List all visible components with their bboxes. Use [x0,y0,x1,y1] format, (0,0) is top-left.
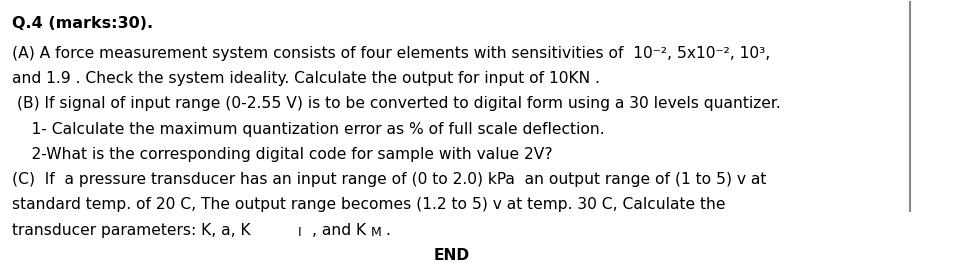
Text: M: M [372,226,382,239]
Text: .: . [385,223,390,238]
Text: (C)  If  a pressure transducer has an input range of (0 to 2.0) kPa  an output r: (C) If a pressure transducer has an inpu… [12,172,766,187]
Text: and 1.9 . Check the system ideality. Calculate the output for input of 10KN .: and 1.9 . Check the system ideality. Cal… [12,71,601,86]
Text: (B) If signal of input range (0-2.55 V) is to be converted to digital form using: (B) If signal of input range (0-2.55 V) … [12,96,781,111]
Text: 2-What is the corresponding digital code for sample with value 2V?: 2-What is the corresponding digital code… [12,147,553,162]
Text: END: END [434,248,470,263]
Text: , and K: , and K [312,223,367,238]
Text: 1- Calculate the maximum quantization error as % of full scale deflection.: 1- Calculate the maximum quantization er… [12,122,605,136]
Text: Q.4 (marks:30).: Q.4 (marks:30). [12,16,153,31]
Text: I: I [298,226,301,239]
Text: standard temp. of 20 C, The output range becomes (1.2 to 5) v at temp. 30 C, Cal: standard temp. of 20 C, The output range… [12,198,726,213]
Text: transducer parameters: K, a, K: transducer parameters: K, a, K [12,223,251,238]
Text: (A) A force measurement system consists of four elements with sensitivities of  : (A) A force measurement system consists … [12,46,770,61]
